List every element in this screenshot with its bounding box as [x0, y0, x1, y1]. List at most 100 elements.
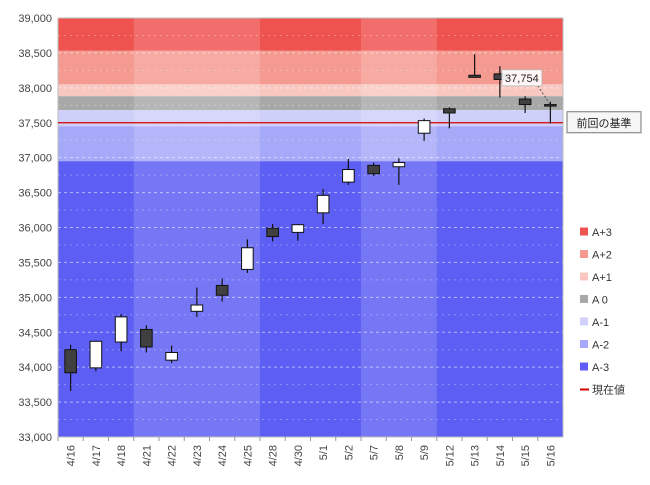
candle-body	[266, 227, 279, 238]
legend-swatch	[580, 272, 588, 281]
legend-item: A+1	[580, 272, 612, 284]
candle-body	[241, 247, 254, 270]
legend-item: A+3	[580, 227, 612, 239]
x-tick-label: 4/22	[167, 445, 179, 466]
candle-body	[367, 164, 380, 175]
legend-label: A+3	[592, 227, 612, 239]
candle-body	[291, 224, 305, 233]
y-tick-label: 36,000	[18, 223, 52, 235]
candle-body	[114, 316, 128, 343]
legend-item: A-3	[580, 362, 609, 374]
candle	[215, 278, 229, 302]
y-tick-label: 37,000	[18, 153, 52, 165]
band-a-2	[58, 126, 563, 162]
legend-item: A-2	[580, 340, 609, 352]
x-tick-label: 5/9	[419, 445, 431, 460]
x-tick-label: 4/17	[91, 445, 103, 466]
x-tick-label: 4/28	[268, 445, 280, 466]
band-a+3	[58, 18, 563, 51]
x-tick-label: 5/13	[470, 445, 482, 466]
candle	[392, 158, 406, 185]
x-tick-label: 5/16	[545, 445, 557, 466]
legend-label: A-2	[592, 340, 609, 352]
x-tick-label: 4/23	[192, 445, 204, 466]
candle	[266, 224, 279, 242]
candle-body	[468, 74, 481, 78]
x-tick-label: 5/12	[444, 445, 456, 466]
candle	[544, 101, 557, 124]
grid-lines	[58, 17, 563, 438]
legend-item: A 0	[580, 295, 608, 307]
x-tick-label: 5/14	[495, 445, 507, 466]
x-tick-label: 5/7	[369, 445, 381, 460]
x-tick-label: 5/8	[394, 445, 406, 460]
band-a-3	[58, 161, 563, 438]
legend-swatch	[580, 250, 588, 258]
candle-body	[140, 328, 153, 348]
candle-body	[544, 104, 557, 107]
candle	[89, 340, 103, 372]
candle	[114, 314, 128, 352]
band-a+2	[58, 50, 563, 85]
candle-body	[165, 352, 178, 361]
y-tick-label: 38,000	[18, 83, 52, 95]
legend-item: 現在値	[580, 384, 625, 397]
band-a+1	[58, 84, 563, 97]
legend-label: 現在値	[592, 384, 625, 397]
x-tick-label: 4/25	[242, 445, 254, 466]
candle	[443, 107, 456, 129]
legend-swatch	[580, 340, 588, 348]
candle	[367, 162, 380, 176]
y-tick-label: 33,000	[18, 432, 52, 444]
legend-label: A-3	[592, 362, 609, 374]
candle	[291, 224, 305, 241]
x-tick-label: 4/21	[141, 445, 153, 466]
candle-body	[64, 349, 77, 374]
legend-label: A+2	[592, 250, 612, 262]
candle-body	[215, 284, 229, 296]
price-label: 37,754	[505, 73, 539, 85]
candle	[165, 345, 178, 363]
y-tick-label: 39,000	[18, 13, 52, 25]
candle-body	[89, 340, 103, 369]
legend-label: A 0	[592, 295, 608, 307]
candle-body	[417, 120, 431, 134]
candle	[417, 118, 431, 141]
x-tick-label: 5/2	[343, 445, 355, 460]
candle-body	[342, 169, 355, 183]
y-tick-label: 37,500	[18, 118, 52, 130]
x-tick-label: 4/30	[293, 445, 305, 466]
candle	[518, 96, 532, 113]
y-tick-label: 34,500	[18, 327, 52, 339]
legend-swatch	[580, 227, 588, 236]
candle	[316, 189, 330, 225]
x-tick-label: 4/16	[66, 445, 78, 466]
legend-item: A+2	[580, 250, 612, 262]
candle-body	[392, 162, 406, 168]
candle	[342, 159, 355, 185]
y-tick-label: 33,500	[18, 397, 52, 409]
candle-body	[443, 108, 456, 114]
candle-body	[190, 304, 204, 312]
candle	[241, 239, 254, 273]
baseline-label-box	[566, 111, 642, 134]
x-tick-label: 5/15	[520, 445, 532, 466]
candle	[190, 287, 204, 317]
legend-swatch	[580, 317, 588, 326]
y-tick-label: 34,000	[18, 362, 52, 374]
y-tick-label: 35,000	[18, 292, 52, 304]
legend-swatch	[580, 295, 588, 303]
x-tick-label: 4/24	[217, 445, 229, 466]
legend-swatch	[580, 362, 588, 371]
legend-item: A-1	[580, 317, 609, 329]
baseline-label: 前回の基準	[577, 116, 632, 130]
y-tick-label: 36,500	[18, 188, 52, 200]
legend-label: A+1	[592, 272, 612, 284]
candle	[140, 325, 153, 353]
candle-body	[518, 98, 532, 106]
band-a0	[58, 96, 563, 111]
price-label-box	[501, 69, 543, 87]
candle	[64, 344, 77, 391]
